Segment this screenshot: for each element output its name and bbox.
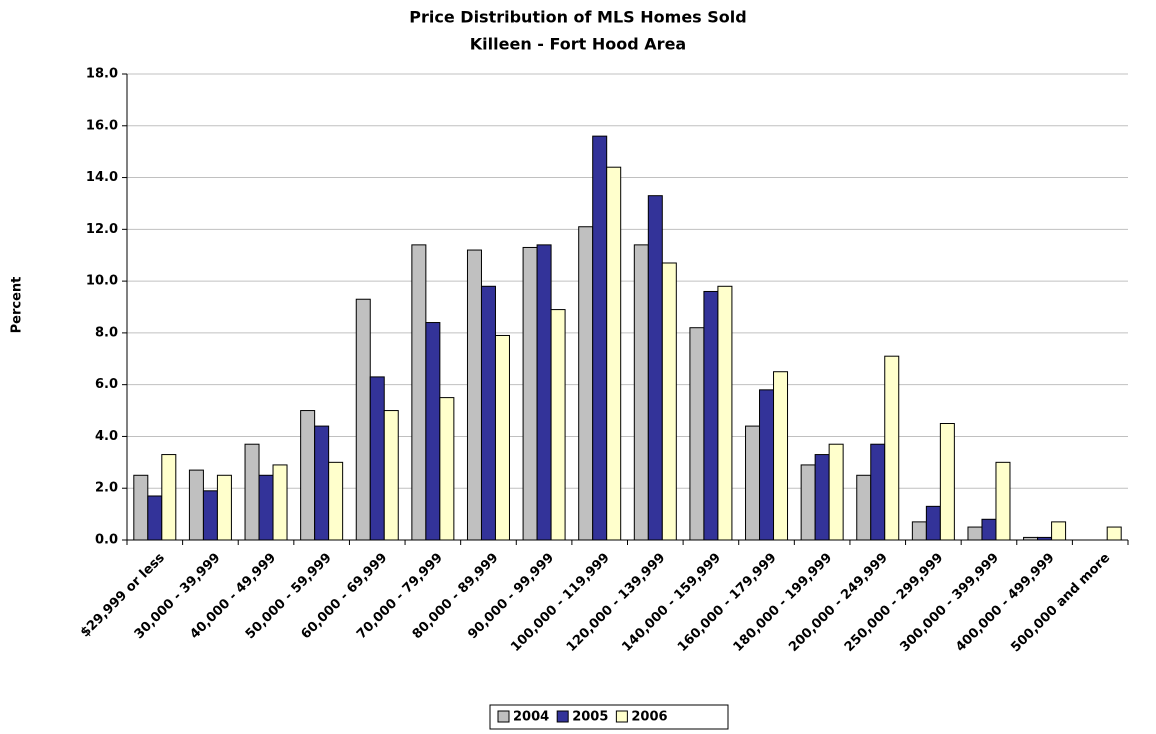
bar [244, 443, 260, 541]
bar [773, 371, 789, 541]
bar [717, 285, 733, 541]
bar [870, 443, 886, 541]
bar [550, 309, 566, 541]
bar [647, 195, 663, 541]
bar [911, 521, 927, 541]
y-tick-label: 4.0 [95, 429, 118, 444]
bar [536, 244, 552, 541]
bar [1106, 526, 1122, 541]
bar [439, 397, 455, 541]
bar [606, 166, 622, 541]
bar [703, 290, 719, 541]
bar [216, 474, 232, 541]
y-tick-label: 16.0 [86, 118, 118, 133]
y-tick-label: 14.0 [86, 170, 118, 185]
legend-swatch [556, 710, 569, 723]
bar [383, 410, 399, 541]
y-axis-label: Percent [10, 277, 25, 334]
bar [258, 474, 274, 541]
bar [814, 454, 830, 541]
legend-swatch [615, 710, 628, 723]
x-tick-label: 200,000 - 249,999 [786, 550, 891, 655]
bar [328, 461, 344, 541]
bar [466, 249, 482, 541]
bar [689, 327, 705, 541]
bar [828, 443, 844, 541]
bar [480, 285, 496, 541]
bar [661, 262, 677, 541]
bar [884, 355, 900, 541]
x-tick-label: 100,000 - 119,999 [508, 550, 613, 655]
legend-label: 2004 [513, 710, 549, 725]
y-tick-label: 6.0 [95, 377, 118, 392]
bar [939, 423, 955, 541]
bar [759, 389, 775, 541]
y-tick-label: 0.0 [95, 533, 118, 548]
bar [522, 246, 538, 541]
bar [300, 410, 316, 541]
bar [369, 376, 385, 541]
bar [578, 226, 594, 541]
bar [494, 334, 510, 541]
x-tick-label: 500,000 and more [1008, 550, 1113, 655]
x-tick-label: 400,000 - 499,999 [953, 550, 1058, 655]
y-tick-label: 10.0 [86, 274, 118, 289]
y-tick-label: 12.0 [86, 222, 118, 237]
y-tick-label: 8.0 [95, 325, 118, 340]
x-tick-label: 180,000 - 199,999 [731, 550, 836, 655]
legend-label: 2006 [631, 710, 667, 725]
x-tick-label: 300,000 - 399,999 [897, 550, 1002, 655]
bar [633, 244, 649, 541]
bar [592, 135, 608, 541]
bar [856, 474, 872, 541]
legend-label: 2005 [572, 710, 608, 725]
bar [355, 298, 371, 541]
legend-swatch [497, 710, 510, 723]
bar [745, 425, 761, 541]
bar [202, 490, 218, 541]
y-tick-label: 2.0 [95, 481, 118, 496]
x-tick-label: 140,000 - 159,999 [619, 550, 724, 655]
chart-title: Price Distribution of MLS Homes Sold [409, 8, 746, 27]
bar [925, 505, 941, 541]
x-tick-label: 120,000 - 139,999 [564, 550, 669, 655]
bar [411, 244, 427, 541]
legend: 2004 2005 2006 [489, 704, 729, 730]
bar [147, 495, 163, 541]
legend-frame [489, 704, 729, 730]
bar [800, 464, 816, 541]
x-tick-label: 250,000 - 299,999 [842, 550, 947, 655]
x-tick-label: 160,000 - 179,999 [675, 550, 780, 655]
chart-subtitle: Killeen - Fort Hood Area [470, 35, 686, 54]
bar [1051, 521, 1067, 541]
y-tick-label: 18.0 [86, 67, 118, 82]
bar [188, 469, 204, 541]
bar [272, 464, 288, 541]
bar [981, 518, 997, 541]
bar [161, 454, 177, 541]
bar [314, 425, 330, 541]
bar [133, 474, 149, 541]
bar [967, 526, 983, 541]
bar [425, 322, 441, 541]
bar [995, 461, 1011, 541]
